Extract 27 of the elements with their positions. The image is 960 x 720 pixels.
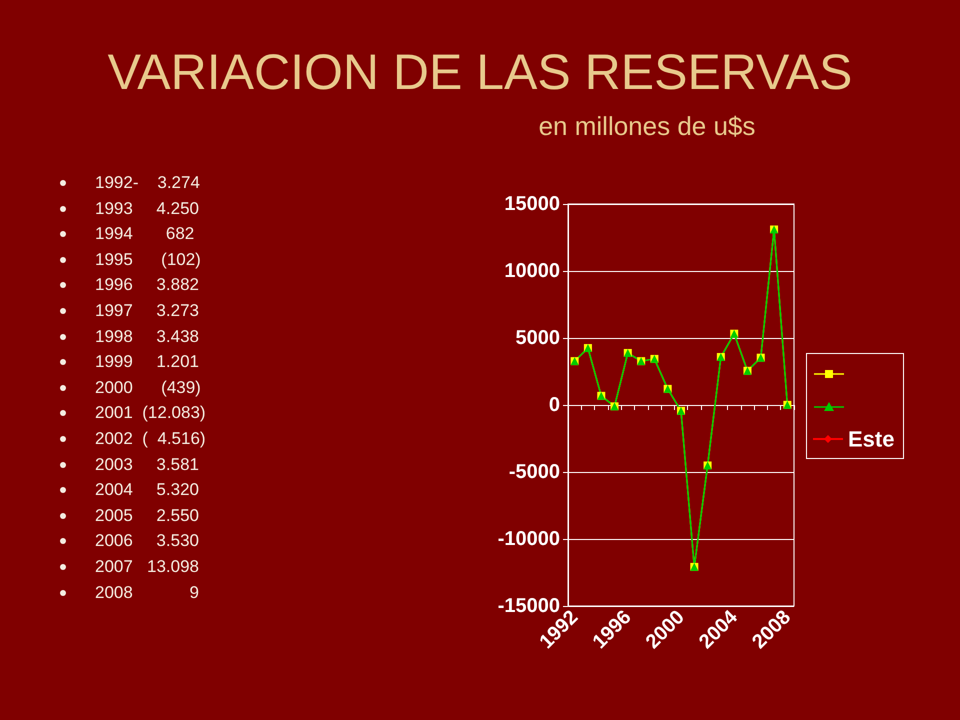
text: 2002 ( 4.516): [94, 428, 206, 450]
text: 1999 1.201: [94, 351, 200, 374]
chart-title: VARIACION DE LAS RESERVAS: [108, 44, 852, 100]
text: 2006 3.530: [94, 530, 200, 552]
y-tick-label: 0: [548, 394, 560, 416]
text: 1993 4.250: [94, 198, 200, 220]
legend-label: Este: [848, 426, 894, 452]
text: 2005 2.550: [94, 504, 200, 527]
y-tick-label: 15000: [504, 193, 560, 215]
text: 2003 3.581: [94, 454, 200, 476]
y-tick-label: -15000: [498, 595, 560, 617]
text: 1992- 3.274: [94, 172, 201, 194]
y-tick-label: -5000: [508, 461, 560, 483]
y-tick-label: 5000: [516, 327, 560, 349]
chart-subtitle: en millones de u$s: [538, 111, 756, 141]
text: 1996 3.882: [94, 274, 200, 296]
text: 1994 682: [94, 223, 196, 246]
text: 1995 (102): [94, 248, 202, 271]
y-tick-label: -10000: [498, 528, 560, 550]
text: 2000 (439): [94, 376, 202, 399]
text: 2001 (12.083): [94, 402, 206, 424]
text: 2007 13.098: [94, 556, 200, 578]
y-tick-label: 10000: [504, 260, 560, 282]
text: 2008 9: [94, 582, 200, 604]
text: 1998 3.438: [94, 326, 200, 348]
text: 1997 3.273: [94, 300, 200, 322]
text: 2004 5.320: [94, 479, 200, 502]
